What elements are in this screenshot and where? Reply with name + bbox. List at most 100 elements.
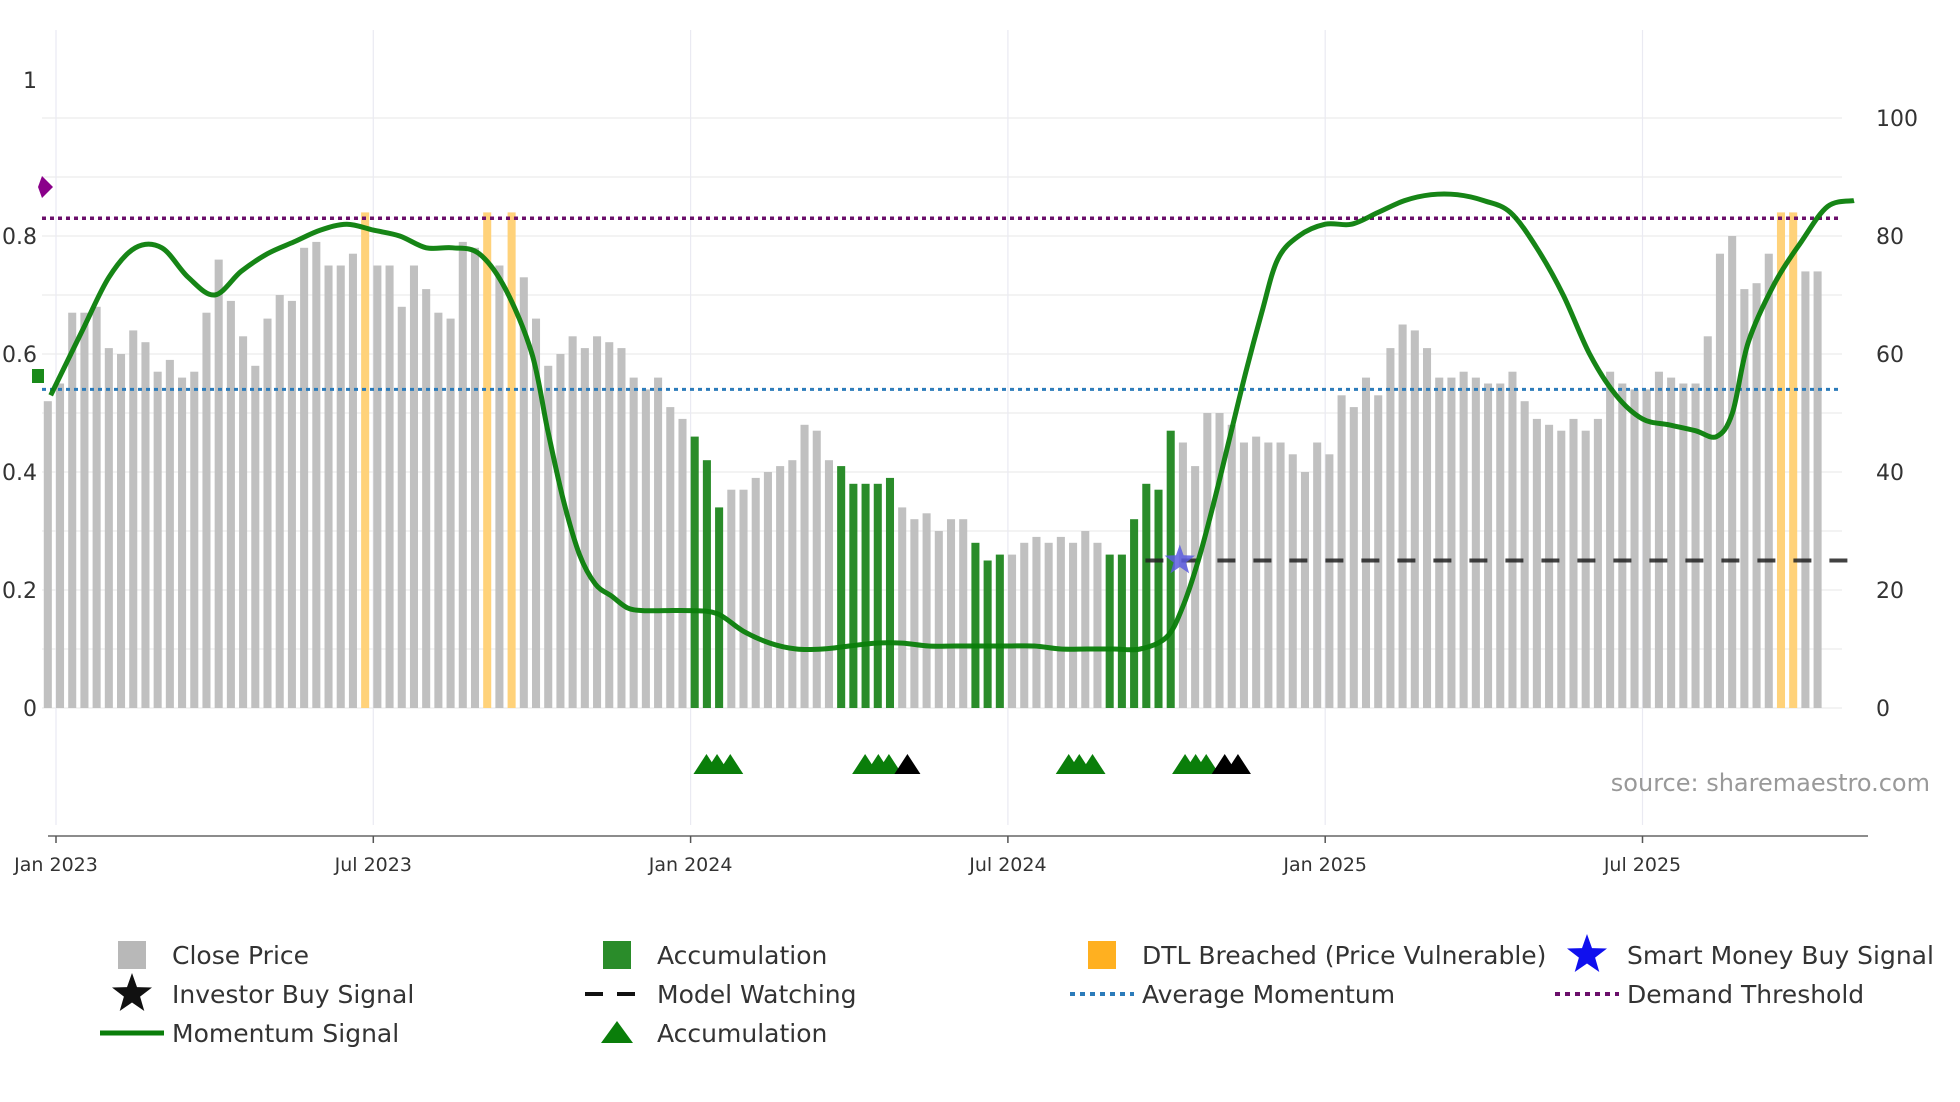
close-price-bar (580, 348, 589, 708)
close-price-bar (434, 312, 443, 708)
close-price-bar (593, 336, 602, 708)
close-price-bar (1191, 466, 1200, 708)
close-price-bar (605, 342, 614, 708)
close-price-bar (153, 371, 162, 708)
legend-item: Close Price (118, 941, 309, 970)
close-price-bar (1508, 371, 1517, 708)
close-price-bar (1557, 430, 1566, 708)
accumulation-bar (715, 507, 724, 708)
legend-item: Investor Buy Signal (112, 973, 414, 1011)
accumulation-bar (690, 436, 699, 708)
close-price-bar (1178, 442, 1187, 708)
close-price-bar (495, 265, 504, 708)
close-price-bar (397, 306, 406, 708)
close-price-bar (92, 306, 101, 708)
close-price-bar (556, 354, 565, 708)
dtl-breached-bar (361, 212, 370, 708)
legend-item: Momentum Signal (100, 1019, 399, 1048)
close-price-bar (910, 519, 919, 708)
close-price-bar (446, 318, 455, 708)
threshold-diamond-marker (38, 176, 53, 198)
close-price-bar (1020, 542, 1029, 708)
close-price-bar (1679, 383, 1688, 708)
close-price-bar (1239, 442, 1248, 708)
accumulation-bar (1142, 483, 1151, 708)
close-price-bar (226, 300, 235, 708)
close-price-bar (739, 489, 748, 708)
accumulation-triangle (1079, 754, 1106, 774)
close-price-bar (1081, 531, 1090, 708)
close-price-bar (80, 312, 89, 708)
close-price-bar (1703, 336, 1712, 708)
close-price-bar (1520, 401, 1529, 708)
signal-markers (693, 544, 1251, 774)
close-price-bar (1203, 413, 1212, 708)
close-price-bar (104, 348, 113, 708)
close-price-bar (666, 407, 675, 708)
dtl-breached-bar (507, 212, 516, 708)
close-price-bar (617, 348, 626, 708)
close-price-bar (1276, 442, 1285, 708)
close-price-bar (1581, 430, 1590, 708)
close-price-bar (239, 336, 248, 708)
close-price-bar (1056, 536, 1065, 708)
close-price-bar (348, 253, 357, 708)
close-price-bar (263, 318, 272, 708)
close-price-bar (1801, 271, 1810, 708)
close-price-bar (287, 300, 296, 708)
close-price-bar (934, 531, 943, 708)
close-price-bar (1398, 324, 1407, 708)
close-price-bar (1447, 377, 1456, 708)
x-tick-label: Jan 2024 (648, 854, 733, 876)
close-price-bar (1288, 454, 1297, 708)
close-price-bar (141, 342, 150, 708)
close-price-bar (1654, 371, 1663, 708)
close-price-bar (1044, 542, 1053, 708)
close-price-bar (165, 359, 174, 708)
dtl-breached-bar (1776, 212, 1786, 708)
dtl-breached-bar (483, 212, 492, 708)
right-tick-label: 0 (1876, 697, 1890, 722)
accumulation-label: Accumulation (657, 1019, 827, 1048)
close-price-swatch (118, 941, 146, 969)
close-price-bar (519, 277, 528, 708)
accumulation-bar (971, 542, 980, 708)
left-tick-label: 0.4 (2, 461, 37, 486)
left-tick-label: 0.8 (2, 225, 37, 250)
close-price-bar (1642, 389, 1651, 708)
right-tick-label: 100 (1876, 107, 1918, 132)
momentum-signal-line (48, 191, 1855, 653)
close-price-bar (1374, 395, 1383, 708)
close-price-bar (458, 241, 467, 708)
dtl-breached-price-vulnerable-swatch (1088, 941, 1116, 969)
close-price-bar (544, 365, 553, 708)
close-price-bar (129, 330, 138, 708)
momentum-start-marker (32, 369, 44, 383)
accumulation-label: Accumulation (657, 941, 827, 970)
right-tick-label: 40 (1876, 461, 1904, 486)
accumulation-bar (885, 477, 895, 708)
x-tick-label: Jan 2023 (13, 854, 98, 876)
close-price-bar (214, 259, 223, 708)
smart-money-buy-signal-marker (1164, 544, 1195, 574)
close-price-bar (1227, 424, 1236, 708)
right-tick-label: 80 (1876, 225, 1904, 250)
close-price-bar (629, 377, 638, 708)
close-price-bar (959, 519, 968, 708)
investor-buy-signal-label: Investor Buy Signal (172, 980, 414, 1009)
close-price-bar (946, 519, 956, 708)
close-price-bar (1361, 377, 1371, 708)
dtl-breached-bar (1789, 212, 1798, 708)
close-price-bar (470, 247, 480, 709)
close-price-bar (922, 513, 931, 708)
close-price-bar (1752, 283, 1761, 708)
accumulation-bar (1105, 554, 1114, 708)
accumulation-bar (1154, 489, 1163, 708)
legend-item: Smart Money Buy Signal (1567, 934, 1934, 972)
smart-money-buy-signal-label: Smart Money Buy Signal (1627, 941, 1934, 970)
smart-money-buy-signal-icon (1567, 934, 1607, 972)
close-price-bar (1264, 442, 1273, 708)
close-price-bar (1337, 395, 1346, 708)
right-tick-label: 60 (1876, 343, 1904, 368)
accumulation-bar (983, 560, 992, 708)
